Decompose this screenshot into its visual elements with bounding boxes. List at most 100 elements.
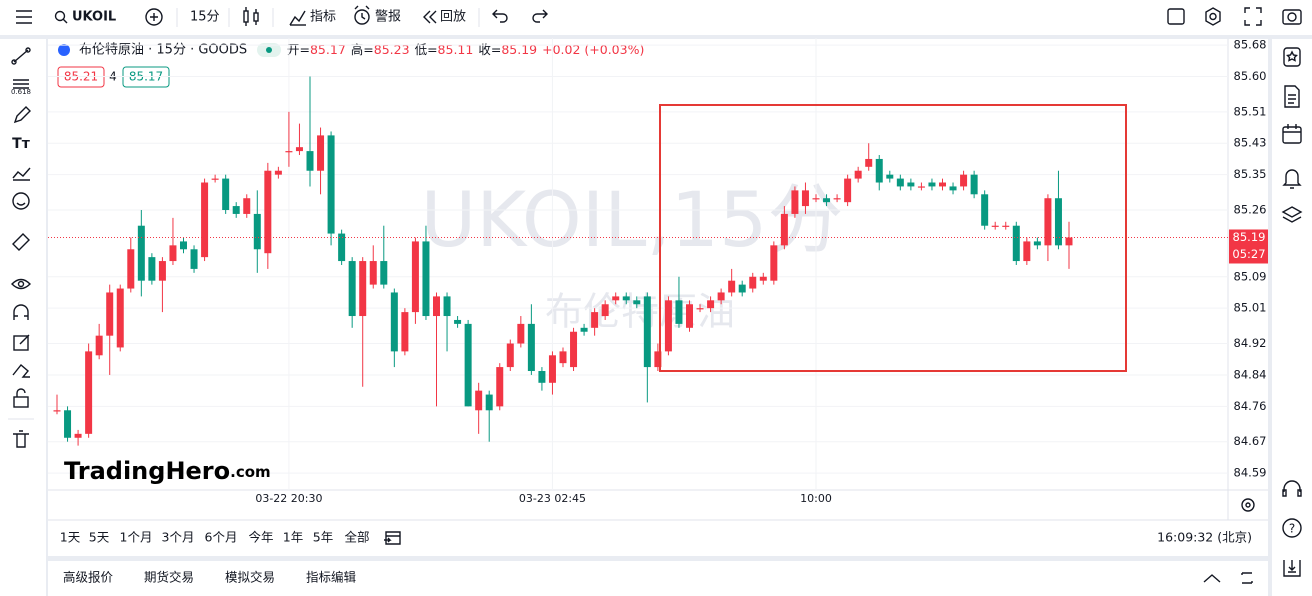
logo-name: TradingHero: [64, 457, 230, 485]
buy-box[interactable]: [122, 66, 170, 88]
candle-body: [1044, 198, 1052, 246]
candle-body: [475, 390, 483, 411]
candle-body: [570, 331, 578, 368]
screenshot-button[interactable]: [1282, 9, 1302, 25]
candle-body: [917, 186, 925, 188]
symbol-search[interactable]: UKOIL: [54, 10, 117, 25]
candle-body: [559, 351, 567, 364]
candle-body: [180, 241, 187, 250]
candle-body: [380, 261, 388, 285]
close-value: 85.19: [501, 42, 537, 57]
date-range-button[interactable]: [384, 531, 401, 545]
bottom-tab[interactable]: 高级报价: [63, 570, 114, 585]
candle-body: [485, 394, 493, 411]
layout-button[interactable]: [1167, 8, 1185, 25]
candle-body: [148, 257, 156, 281]
alerts-button[interactable]: 警报: [354, 5, 401, 25]
range-button[interactable]: 1天: [60, 530, 81, 545]
candle-body: [527, 323, 535, 372]
interval[interactable]: 15分: [190, 10, 220, 25]
candle-body: [580, 327, 588, 332]
candle-body: [211, 178, 219, 180]
symbol-icon: [58, 44, 70, 56]
candle-body: [591, 312, 599, 328]
candle-body: [728, 280, 736, 293]
highlight-box: [659, 104, 1127, 372]
range-button[interactable]: 6个月: [205, 530, 238, 545]
y-tick-label: 85.51: [1234, 104, 1267, 118]
last-price-tag: [1229, 229, 1268, 264]
candle-body: [422, 241, 430, 317]
range-button[interactable]: 5年: [313, 530, 333, 545]
bottom-tab[interactable]: 指标编辑: [306, 570, 356, 585]
candle-body: [506, 343, 514, 368]
menu-button[interactable]: [16, 10, 32, 24]
bottom-tab[interactable]: 模拟交易: [225, 570, 275, 585]
candle-body: [264, 170, 272, 254]
clock: 16:09:32 (北京): [1157, 530, 1252, 545]
candle-body: [243, 198, 251, 214]
bottom-tab[interactable]: 期货交易: [144, 570, 194, 585]
sell-box[interactable]: [57, 66, 105, 88]
svg-text:?: ?: [1289, 522, 1295, 536]
range-button[interactable]: 今年: [248, 530, 273, 545]
candle-body: [1033, 241, 1041, 246]
redo-button[interactable]: [532, 9, 548, 23]
undo-button[interactable]: [492, 9, 508, 23]
collapse-button[interactable]: [1203, 574, 1221, 583]
candle-body: [137, 225, 145, 281]
candle-body: [390, 292, 398, 352]
market-status-dot: [266, 47, 272, 53]
candle-body: [253, 213, 261, 250]
chart-type-button[interactable]: [243, 7, 259, 26]
candle-body: [601, 304, 609, 317]
range-button[interactable]: 全部: [344, 530, 369, 545]
maximize-button[interactable]: [1241, 572, 1253, 584]
range-button[interactable]: 1个月: [120, 530, 153, 545]
candle-body: [74, 433, 82, 438]
axis-settings[interactable]: [1241, 498, 1255, 512]
y-tick-label: 85.68: [1234, 38, 1267, 52]
candle-body: [981, 194, 989, 226]
candle-body: [201, 182, 209, 258]
replay-button[interactable]: 回放: [423, 10, 466, 25]
candle-body: [64, 410, 72, 438]
y-tick-label: 85.60: [1234, 69, 1267, 83]
low-label: 低=: [415, 42, 438, 57]
candle-body: [759, 276, 767, 281]
symbol-description: 布伦特原油 · 15分 · GOODS: [79, 43, 247, 58]
candle-body: [633, 300, 641, 305]
candle-body: [116, 288, 124, 348]
candle-body: [823, 198, 831, 203]
candle-body: [285, 151, 293, 153]
compare-button[interactable]: [145, 8, 163, 26]
fullscreen-button[interactable]: [1244, 7, 1262, 26]
candle-body: [686, 304, 693, 328]
candle-body: [833, 198, 841, 200]
candle-body: [1054, 198, 1062, 246]
sidebar-tools[interactable]: ?: [1281, 47, 1303, 577]
candle-body: [454, 319, 462, 324]
svg-text:Tт: Tт: [12, 136, 31, 152]
x-tick-label: 10:00: [800, 492, 832, 505]
drawing-tools[interactable]: 0.618 Tт: [8, 47, 34, 448]
candle-body: [812, 198, 820, 200]
ohlc-legend: 开=85.17 高=85.23 低=85.11 收=85.19 +0.02 (+0.03…: [287, 42, 644, 57]
settings-button[interactable]: [1205, 7, 1221, 26]
range-button[interactable]: 3个月: [162, 530, 195, 545]
chart-panel: [48, 39, 1268, 556]
range-button[interactable]: 1年: [283, 530, 303, 545]
candle-body: [854, 170, 862, 179]
high-value: 85.23: [374, 42, 410, 57]
candle-body: [612, 296, 620, 301]
indicators-button[interactable]: 指标: [289, 10, 336, 26]
candle-body: [317, 135, 325, 171]
range-button[interactable]: 5天: [89, 530, 110, 545]
logo-suffix: .com: [230, 463, 271, 481]
candle-body: [1065, 237, 1073, 246]
candle-body: [1002, 225, 1010, 227]
candle-body: [169, 245, 177, 262]
candle-body: [433, 296, 440, 317]
symbol: UKOIL: [72, 10, 116, 25]
candle-body: [1012, 225, 1020, 262]
